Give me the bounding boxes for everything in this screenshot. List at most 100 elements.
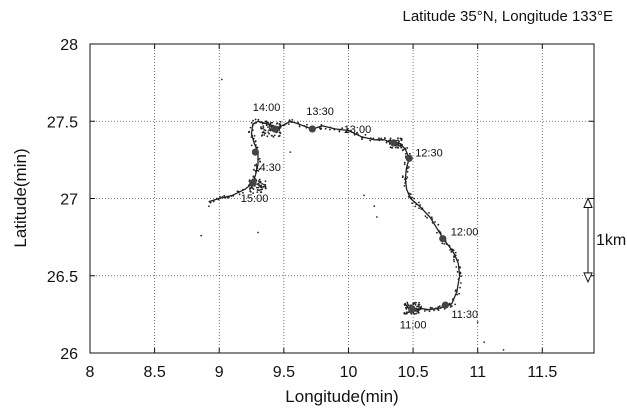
track-point	[459, 266, 461, 269]
cluster-point	[252, 188, 255, 191]
track-point	[345, 131, 347, 133]
cluster-point	[397, 137, 399, 140]
cluster-point	[406, 303, 409, 305]
scale-bar-label: 1km	[596, 232, 626, 249]
cluster-point	[264, 187, 267, 190]
track-point	[454, 303, 456, 306]
cluster-point	[278, 127, 281, 130]
track-point	[449, 304, 452, 306]
track-point	[401, 149, 404, 152]
track-point	[454, 251, 457, 254]
track-point	[431, 307, 433, 309]
cluster-point	[257, 186, 260, 189]
cluster-point	[415, 312, 418, 315]
track-point	[383, 137, 386, 139]
track-point	[414, 205, 417, 208]
track-point	[254, 164, 256, 167]
cluster-point	[400, 146, 403, 149]
track-point	[372, 137, 375, 140]
track-point	[431, 222, 434, 224]
track-point	[215, 197, 218, 200]
track-point	[448, 244, 451, 247]
track-point	[341, 127, 344, 130]
time-marker-label: 13:30	[306, 106, 334, 118]
track-point	[439, 232, 442, 235]
cluster-point	[268, 127, 271, 130]
track-point	[217, 198, 220, 201]
track-point	[252, 119, 255, 122]
stray-point	[483, 341, 486, 344]
cluster-point	[256, 189, 259, 191]
cluster-point	[414, 303, 417, 306]
cluster-point	[391, 146, 394, 149]
cluster-point	[265, 121, 268, 124]
track-point	[445, 243, 448, 245]
track-point	[380, 137, 383, 140]
cluster-point	[410, 304, 412, 307]
scale-bar-arrow-up	[583, 197, 593, 208]
stray-point	[476, 321, 479, 323]
track-point	[297, 121, 299, 124]
y-tick-label: 27	[60, 192, 78, 209]
stray-point	[289, 151, 292, 154]
track-point	[319, 127, 321, 130]
cluster-point	[418, 305, 420, 308]
time-marker-dot	[271, 125, 279, 133]
cluster-point	[263, 134, 266, 136]
cluster-point	[418, 303, 420, 306]
time-marker-dot	[251, 148, 259, 156]
track-point	[250, 144, 253, 147]
cluster-point	[406, 305, 409, 308]
cluster-point	[399, 144, 402, 147]
track-point	[449, 249, 452, 251]
track-point	[242, 191, 244, 194]
track-point	[258, 168, 261, 171]
track-point	[437, 223, 440, 226]
track-point	[406, 170, 409, 173]
cluster-point	[261, 188, 264, 191]
track-point	[320, 124, 323, 126]
track-point	[453, 256, 455, 259]
track-point	[288, 119, 291, 122]
cluster-point	[260, 186, 263, 189]
cluster-point	[252, 192, 255, 195]
y-tick-label: 26	[60, 346, 78, 363]
track-point	[430, 216, 433, 219]
time-marker-dot	[308, 125, 316, 133]
cluster-point	[418, 301, 420, 304]
cluster-point	[271, 121, 274, 124]
track-point	[456, 271, 459, 273]
track-point	[254, 140, 257, 143]
track-point	[437, 306, 440, 308]
track-point	[428, 310, 431, 313]
track-point	[254, 118, 257, 121]
cluster-point	[260, 127, 263, 130]
track-point	[257, 170, 260, 172]
cluster-point	[268, 125, 271, 128]
track-point	[249, 126, 252, 129]
y-tick-label: 27.5	[47, 114, 78, 131]
cluster-point	[248, 179, 251, 182]
cluster-point	[397, 141, 400, 144]
stray-point	[220, 78, 223, 81]
track-point	[338, 130, 341, 133]
track-point	[409, 196, 412, 199]
cluster-point	[278, 134, 281, 137]
track-point	[242, 188, 244, 191]
track-point	[405, 177, 408, 180]
cluster-point	[248, 184, 250, 187]
cluster-point	[394, 146, 397, 149]
track-point	[251, 129, 254, 132]
cluster-point	[397, 139, 399, 142]
track-point	[259, 160, 262, 163]
track-point	[256, 146, 259, 149]
track-point	[403, 163, 406, 166]
x-tick-label: 9	[215, 364, 224, 381]
cluster-point	[256, 186, 258, 189]
cluster-point	[406, 301, 409, 304]
stray-point	[200, 234, 203, 237]
track-point	[212, 200, 215, 203]
track-point	[329, 126, 332, 129]
track-point	[306, 123, 308, 126]
cluster-point	[404, 303, 406, 306]
